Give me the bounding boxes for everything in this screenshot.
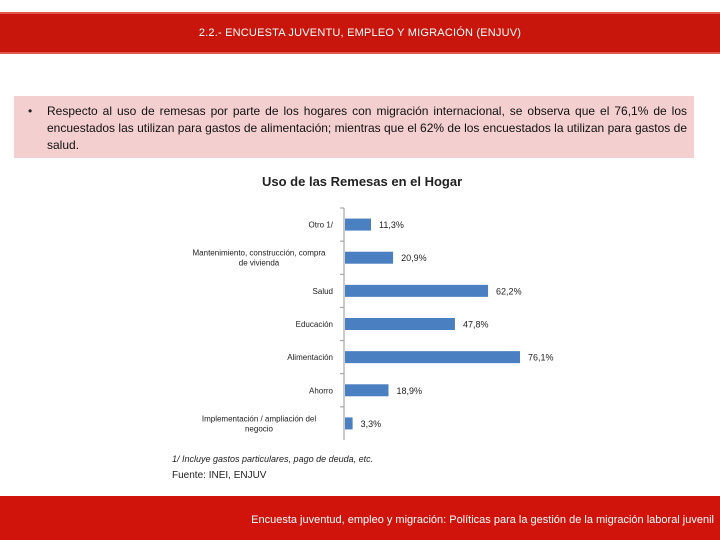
footer-text: Encuesta juventud, empleo y migración: P… — [251, 514, 714, 526]
bar-value-label: 18,9% — [396, 386, 422, 396]
category-label: Educación — [296, 320, 333, 329]
bar — [345, 218, 371, 231]
bar-value-label: 3,3% — [361, 419, 382, 429]
bar — [345, 318, 455, 330]
bar-value-label: 47,8% — [463, 320, 489, 330]
category-label: Otro 1/ — [309, 221, 334, 230]
bar-value-label: 62,2% — [496, 286, 522, 296]
bar-value-label: 11,3% — [379, 220, 404, 230]
category-label: Mantenimiento, construcción, compra de vi… — [193, 249, 327, 268]
category-label: Ahorro — [309, 386, 334, 395]
bullet-marker: • — [28, 104, 33, 118]
chart-title: Uso de las Remesas en el Hogar — [262, 174, 463, 189]
slide-title: 2.2.- ENCUESTA JUVENTU, EMPLEO Y MIGRACI… — [198, 27, 522, 39]
footer-bar: Encuesta juventud, empleo y migración: P… — [0, 496, 720, 540]
category-label: Salud — [313, 287, 333, 296]
bar — [345, 351, 521, 364]
bar — [345, 384, 389, 397]
bar — [345, 284, 489, 297]
bar-value-label: 20,9% — [401, 253, 427, 263]
summary-text: Respecto al uso de remesas por parte de … — [47, 104, 687, 152]
header-bar: 2.2.- ENCUESTA JUVENTU, EMPLEO Y MIGRACI… — [0, 12, 720, 54]
bar-value-label: 76,1% — [528, 353, 554, 363]
category-label: Implementación / ampliación del negocio — [202, 414, 317, 433]
chart-source: Fuente: INEI, ENJUV — [172, 470, 267, 481]
chart-footnote: 1/ Incluye gastos particulares, pago de … — [172, 454, 374, 464]
bar — [345, 417, 353, 430]
summary-note: • Respecto al uso de remesas por parte d… — [14, 96, 694, 158]
bar — [345, 251, 394, 264]
category-label: Alimentación — [287, 353, 333, 362]
